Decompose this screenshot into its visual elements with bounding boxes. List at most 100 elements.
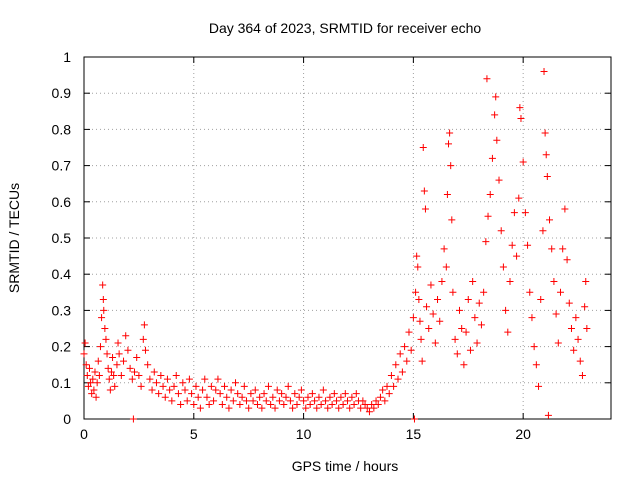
data-point bbox=[278, 390, 286, 398]
data-point bbox=[322, 397, 330, 405]
data-point bbox=[372, 397, 380, 405]
data-point bbox=[232, 379, 240, 387]
data-point bbox=[370, 404, 378, 412]
data-point bbox=[152, 379, 160, 387]
data-point bbox=[199, 386, 207, 394]
data-point bbox=[434, 296, 442, 304]
data-point bbox=[100, 306, 108, 314]
data-point bbox=[144, 361, 152, 369]
grid-lines bbox=[84, 57, 611, 419]
data-point bbox=[275, 397, 283, 405]
data-point bbox=[150, 368, 158, 376]
data-point bbox=[466, 346, 474, 354]
data-point bbox=[91, 368, 99, 376]
y-tick-label: 0.3 bbox=[52, 302, 72, 318]
data-point bbox=[387, 372, 395, 380]
data-point bbox=[414, 263, 422, 271]
data-point bbox=[114, 339, 122, 347]
data-point bbox=[161, 393, 169, 401]
data-point bbox=[348, 393, 356, 401]
y-tick-label: 0.2 bbox=[52, 339, 72, 355]
x-tick-label: 0 bbox=[80, 426, 88, 442]
data-point bbox=[556, 288, 564, 296]
data-point bbox=[117, 372, 125, 380]
data-point bbox=[574, 335, 582, 343]
x-axis-label: GPS time / hours bbox=[292, 458, 399, 474]
data-point bbox=[96, 343, 104, 351]
data-point bbox=[390, 382, 398, 390]
data-point bbox=[475, 299, 483, 307]
data-point bbox=[330, 390, 338, 398]
data-point bbox=[137, 382, 145, 390]
data-point bbox=[385, 390, 393, 398]
data-point bbox=[113, 361, 121, 369]
data-point bbox=[273, 386, 281, 394]
data-point bbox=[306, 401, 314, 409]
data-point bbox=[221, 382, 229, 390]
y-axis-label: SRMTID / TECUs bbox=[6, 183, 22, 293]
x-tick-label: 15 bbox=[406, 426, 422, 442]
y-tick-label: 0.9 bbox=[52, 85, 72, 101]
data-point bbox=[128, 375, 136, 383]
data-point bbox=[528, 314, 536, 322]
data-point bbox=[140, 321, 148, 329]
data-point bbox=[510, 209, 518, 217]
data-point bbox=[561, 205, 569, 213]
data-point bbox=[139, 335, 147, 343]
data-point bbox=[289, 404, 297, 412]
data-point bbox=[238, 393, 246, 401]
data-point bbox=[341, 390, 349, 398]
data-point bbox=[124, 346, 132, 354]
y-tick-label: 0.1 bbox=[52, 375, 72, 391]
data-point bbox=[381, 397, 389, 405]
data-point bbox=[109, 353, 117, 361]
data-point bbox=[236, 401, 244, 409]
data-point bbox=[436, 317, 444, 325]
data-point bbox=[126, 364, 134, 372]
data-point bbox=[194, 393, 202, 401]
data-point bbox=[225, 404, 233, 412]
data-point bbox=[418, 357, 426, 365]
data-point bbox=[578, 372, 586, 380]
y-tick-label: 0 bbox=[63, 411, 71, 427]
data-point bbox=[328, 401, 336, 409]
data-point bbox=[420, 187, 428, 195]
data-point bbox=[446, 129, 454, 137]
data-point bbox=[357, 404, 365, 412]
data-point bbox=[129, 415, 137, 423]
data-point bbox=[256, 393, 264, 401]
data-point bbox=[103, 350, 111, 358]
data-point bbox=[313, 404, 321, 412]
data-point bbox=[361, 401, 369, 409]
data-point bbox=[82, 361, 90, 369]
data-point bbox=[300, 397, 308, 405]
data-point bbox=[482, 238, 490, 246]
data-point bbox=[105, 375, 113, 383]
data-point bbox=[218, 401, 226, 409]
data-point bbox=[359, 397, 367, 405]
data-point bbox=[409, 314, 417, 322]
data-point bbox=[205, 401, 213, 409]
data-point bbox=[484, 212, 492, 220]
data-point bbox=[264, 382, 272, 390]
data-point bbox=[101, 325, 109, 332]
data-point bbox=[92, 393, 100, 401]
data-point bbox=[163, 375, 171, 383]
data-point bbox=[423, 303, 431, 311]
chart-title: Day 364 of 2023, SRMTID for receiver ech… bbox=[209, 20, 482, 36]
data-point bbox=[530, 343, 538, 351]
data-point bbox=[447, 162, 455, 170]
data-point bbox=[135, 372, 143, 380]
data-point bbox=[141, 346, 149, 354]
data-point bbox=[486, 191, 494, 199]
data-point bbox=[262, 397, 270, 405]
data-point bbox=[192, 382, 200, 390]
data-point bbox=[493, 136, 501, 144]
data-point bbox=[104, 364, 112, 372]
data-point bbox=[242, 397, 250, 405]
data-point bbox=[469, 277, 477, 285]
data-point bbox=[460, 361, 468, 369]
x-tick-label: 10 bbox=[296, 426, 312, 442]
data-point bbox=[427, 281, 435, 289]
